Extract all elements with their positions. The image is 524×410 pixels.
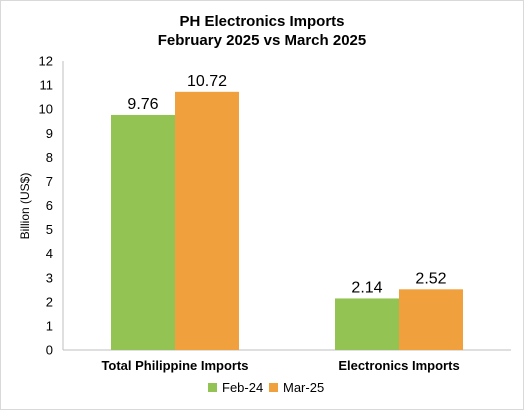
chart-title-line-2: February 2025 vs March 2025 xyxy=(158,32,366,49)
y-tick-label: 7 xyxy=(46,174,53,189)
chart-title-line-1: PH Electronics Imports xyxy=(179,13,344,30)
y-tick-label: 12 xyxy=(39,54,53,69)
bar-mar-25-total-imports xyxy=(175,91,239,351)
y-tick-label: 9 xyxy=(46,126,53,141)
data-label: 10.72 xyxy=(187,73,227,90)
legend: Feb-24 Mar-25 xyxy=(208,380,324,395)
x-category-label: Total Philippine Imports xyxy=(101,358,248,373)
data-label: 2.52 xyxy=(415,270,446,287)
bar-mar-25-electronics-imports xyxy=(399,289,463,350)
legend-swatch-feb-24 xyxy=(208,383,217,392)
bar-feb-24-total-imports xyxy=(111,114,175,351)
y-tick-label: 11 xyxy=(40,78,54,93)
y-tick-label: 0 xyxy=(46,343,53,358)
y-tick-label: 8 xyxy=(46,150,53,165)
legend-label: Mar-25 xyxy=(283,380,324,395)
y-tick-label: 2 xyxy=(46,294,53,309)
y-tick-label: 5 xyxy=(46,222,53,237)
data-label: 9.76 xyxy=(127,96,158,113)
y-tick-label: 1 xyxy=(46,318,53,333)
y-tick-label: 10 xyxy=(39,102,53,117)
y-axis-label: Billion (US$) xyxy=(18,173,32,240)
y-tick-label: 4 xyxy=(46,246,53,261)
data-label: 2.14 xyxy=(351,279,382,296)
bar-feb-24-electronics-imports xyxy=(335,298,399,350)
legend-label: Feb-24 xyxy=(222,380,263,395)
y-tick-label: 6 xyxy=(46,198,53,213)
x-category-label: Electronics Imports xyxy=(338,358,459,373)
y-tick-label: 3 xyxy=(46,270,53,285)
legend-swatch-mar-25 xyxy=(269,383,278,392)
